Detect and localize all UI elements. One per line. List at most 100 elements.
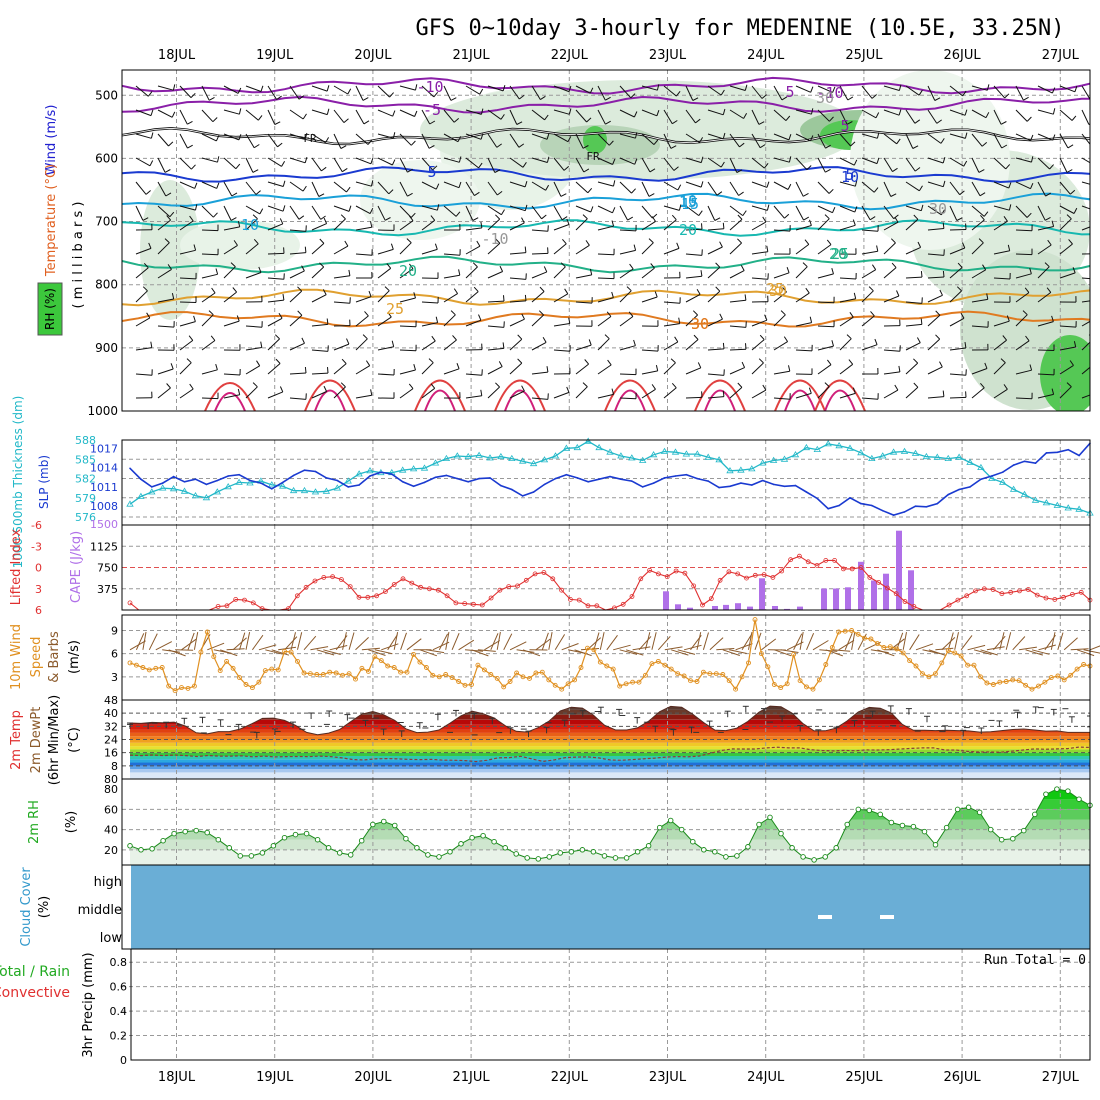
wind-barb bbox=[157, 219, 171, 231]
rh2m-point bbox=[425, 852, 431, 858]
thickness-point bbox=[398, 466, 407, 473]
contour-label-7: 25 bbox=[386, 300, 404, 318]
lifted-index-label: Lifted Index bbox=[9, 528, 24, 605]
wind-barb-flag bbox=[913, 214, 919, 220]
wind-barb bbox=[927, 133, 942, 144]
wind-barb bbox=[509, 205, 526, 212]
top-date-25JUL: 25JUL bbox=[845, 48, 883, 63]
slp-point bbox=[958, 488, 960, 491]
wind10m-point bbox=[565, 681, 571, 687]
li-point bbox=[682, 570, 688, 576]
wind-barb-flag bbox=[235, 163, 241, 170]
wind-barb-flag bbox=[407, 168, 413, 173]
wind10m-tick-3: 3 bbox=[111, 671, 118, 684]
slp-point bbox=[903, 511, 906, 513]
thickness-point bbox=[998, 478, 1007, 485]
wind-barb-flag bbox=[502, 85, 506, 92]
li-point bbox=[365, 594, 371, 600]
wind-barb bbox=[663, 301, 681, 304]
wind-barb-flag bbox=[854, 180, 858, 187]
wind-barb bbox=[1081, 85, 1090, 100]
wind-barb bbox=[267, 85, 278, 100]
thickness-point bbox=[289, 486, 298, 494]
li-point bbox=[735, 571, 741, 577]
wind10m-barb bbox=[851, 632, 856, 650]
wind-barb bbox=[201, 157, 218, 163]
bottom-date-26JUL: 26JUL bbox=[944, 1070, 982, 1085]
wind-barb bbox=[927, 366, 943, 375]
wind10m-point bbox=[494, 675, 500, 681]
wind-barb-flag bbox=[964, 342, 967, 349]
rh2m-point bbox=[1032, 811, 1038, 818]
wind-barb bbox=[201, 229, 219, 232]
wind-barb bbox=[201, 205, 214, 218]
rh2m-point bbox=[414, 845, 420, 851]
wind-barb-flag bbox=[852, 387, 856, 394]
wind-barb bbox=[1059, 205, 1075, 214]
wind10m-point bbox=[617, 683, 623, 689]
wind-barb-flag bbox=[342, 167, 348, 173]
wind-barb bbox=[1015, 369, 1032, 375]
wind-barb-flag bbox=[432, 165, 438, 171]
wind10m-point bbox=[1068, 672, 1074, 678]
wind-barb bbox=[971, 109, 987, 119]
wind10m-point bbox=[204, 629, 210, 635]
thickness-point bbox=[497, 452, 505, 460]
minmax-label: (6hr Min/Max) bbox=[47, 695, 62, 785]
wind-barb-flag bbox=[211, 287, 216, 294]
wind-barb bbox=[421, 181, 437, 190]
wind-barb-flag bbox=[587, 187, 593, 194]
slp-point bbox=[1012, 464, 1015, 466]
wind-barb-flag bbox=[852, 219, 856, 226]
wind-barb-flag bbox=[918, 89, 923, 96]
slp-point bbox=[380, 471, 382, 474]
temp2m-grid bbox=[122, 700, 1090, 779]
wind10m-point bbox=[456, 679, 462, 684]
wind-barb-flag bbox=[1071, 115, 1077, 121]
wind10m-point bbox=[282, 648, 288, 654]
wind-barb-flag bbox=[322, 289, 327, 295]
thickness-point bbox=[595, 443, 603, 451]
wind10m-barb bbox=[844, 633, 853, 650]
wind-barb bbox=[333, 181, 347, 193]
wind10m-point bbox=[559, 686, 565, 692]
wind-barb-flag bbox=[301, 337, 305, 344]
rh2m-point bbox=[998, 836, 1005, 843]
temp2m-tick-40: 40 bbox=[104, 707, 118, 720]
wind-barb-flag bbox=[649, 168, 656, 173]
thickness-point bbox=[224, 483, 232, 490]
thickness-point bbox=[529, 459, 538, 467]
wind10m-point bbox=[907, 658, 913, 664]
wind-barb bbox=[1037, 393, 1054, 399]
temp2m-line bbox=[129, 705, 1090, 736]
slp-point bbox=[761, 479, 764, 482]
wind-barb bbox=[905, 386, 919, 399]
wind-barb-flag bbox=[744, 84, 748, 91]
wind10m-point bbox=[539, 669, 545, 675]
slp-point bbox=[511, 488, 513, 491]
wind-barb bbox=[883, 109, 900, 116]
wind-barb-flag bbox=[407, 192, 413, 197]
wind-barb bbox=[421, 157, 434, 171]
wind-barb bbox=[267, 133, 278, 148]
wind-barb bbox=[223, 373, 241, 376]
slp-point bbox=[151, 486, 153, 488]
wind-barb bbox=[355, 365, 370, 375]
wind-barb bbox=[531, 371, 548, 375]
wind-barb-flag bbox=[959, 190, 965, 196]
contour-label-13: 10 bbox=[679, 192, 697, 210]
wind10m-point bbox=[597, 659, 603, 665]
li-point bbox=[444, 593, 450, 599]
wind-barb-flag bbox=[365, 360, 371, 366]
thickness-point bbox=[617, 452, 625, 459]
contour-label-18: 30 bbox=[929, 200, 947, 218]
wind-barb-flag bbox=[612, 207, 616, 213]
thickness-point bbox=[584, 437, 592, 444]
wind-barb bbox=[531, 85, 541, 100]
wind-barb bbox=[861, 269, 876, 279]
thickness-tick-579: 579 bbox=[75, 492, 96, 505]
wind10m-point bbox=[713, 671, 719, 677]
wind-barb bbox=[597, 277, 615, 280]
rh2m-point bbox=[987, 826, 994, 833]
wind-barb-flag bbox=[343, 118, 349, 123]
